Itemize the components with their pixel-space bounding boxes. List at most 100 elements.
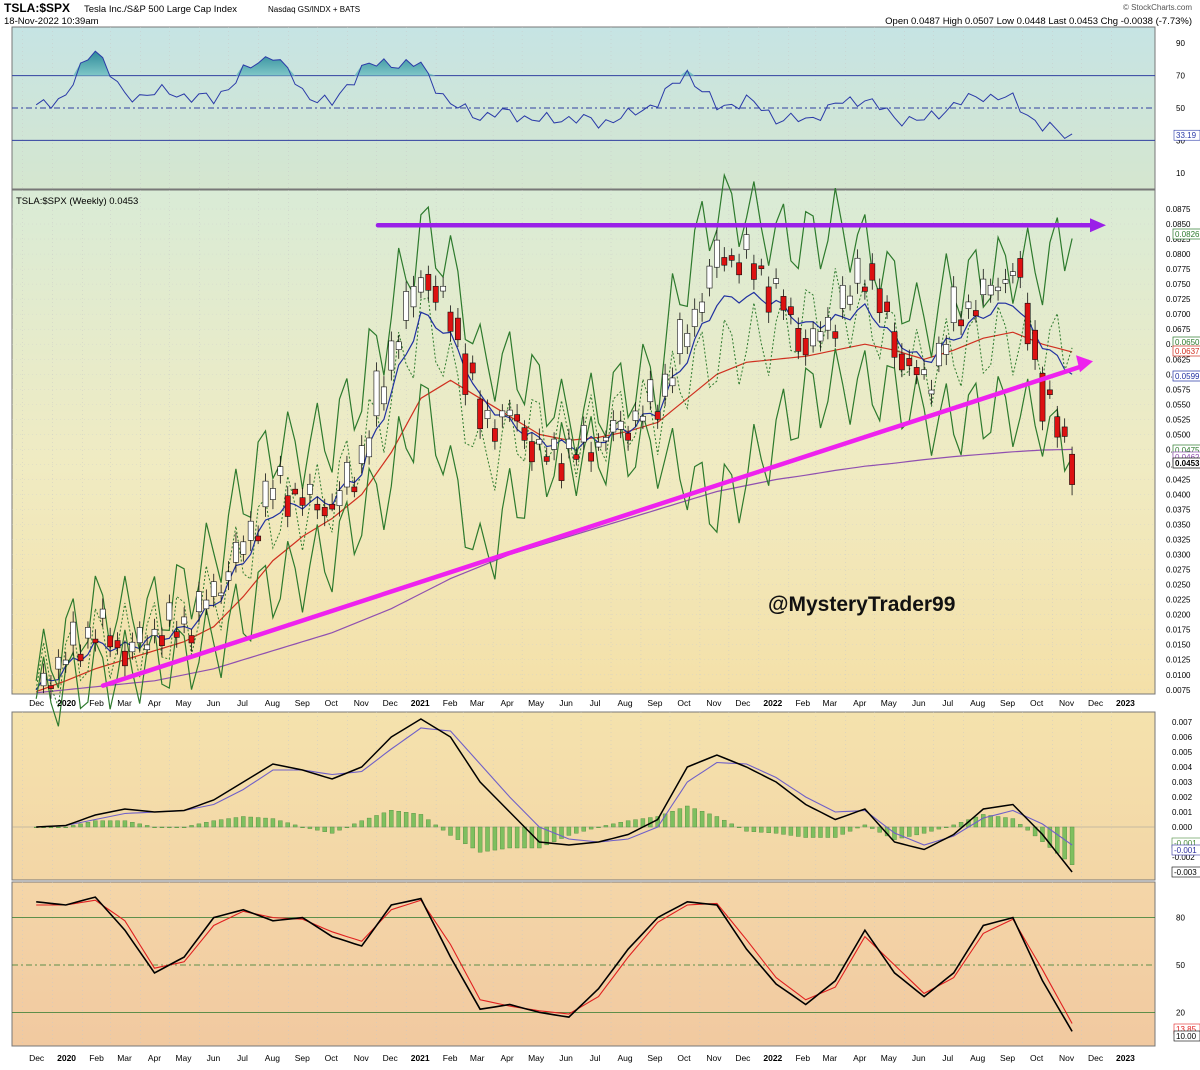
- candle-down: [573, 454, 580, 460]
- macd-histogram-bar: [433, 824, 438, 828]
- macd-histogram-bar: [736, 826, 742, 829]
- macd-histogram-bar: [411, 813, 416, 828]
- macd-y-tick: 0.005: [1172, 748, 1193, 757]
- candle-up: [484, 410, 491, 419]
- x-tick-label: Apr: [148, 1053, 161, 1063]
- price-y-tick: 0.0100: [1166, 671, 1191, 680]
- macd-histogram-bar: [218, 819, 224, 828]
- x-tick-label: Mar: [823, 698, 838, 708]
- x-tick-label: Mar: [117, 698, 132, 708]
- price-y-tick: 0.0400: [1166, 490, 1191, 499]
- macd-histogram-bar: [500, 826, 505, 850]
- x-tick-label: Aug: [617, 698, 632, 708]
- x-tick-label: Jul: [590, 1053, 601, 1063]
- candle-down: [314, 503, 321, 511]
- macd-histogram-bar: [603, 825, 609, 828]
- macd-histogram-bar: [766, 826, 771, 833]
- candle-up: [965, 301, 972, 309]
- price-y-tick: 0.0175: [1166, 626, 1191, 635]
- x-tick-label: Jul: [942, 1053, 953, 1063]
- macd-histogram-bar: [248, 816, 253, 828]
- price-y-tick: 0.0750: [1166, 280, 1191, 289]
- macd-y-tick: 0.001: [1172, 808, 1193, 817]
- rsi-y-tick: 50: [1176, 104, 1185, 113]
- macd-histogram-bar: [662, 813, 668, 828]
- candle-down: [425, 273, 432, 291]
- price-value-box: [1172, 370, 1200, 382]
- candle-up: [676, 319, 683, 354]
- x-tick-label: Feb: [443, 698, 458, 708]
- macd-histogram-bar: [241, 816, 246, 828]
- x-tick-label: 2020: [57, 1053, 76, 1063]
- candle-up: [62, 659, 69, 665]
- candle-down: [521, 427, 528, 441]
- candle-down: [188, 635, 195, 644]
- candle-down: [292, 488, 299, 495]
- candle-up: [566, 438, 572, 449]
- candle-up: [262, 480, 269, 508]
- macd-histogram-bar: [226, 818, 231, 828]
- candle-up: [344, 462, 350, 488]
- macd-histogram-bar: [1003, 817, 1008, 828]
- candle-up: [129, 641, 136, 653]
- macd-histogram-bar: [1047, 826, 1053, 848]
- candle-up: [580, 425, 587, 443]
- price-y-tick: 0.0775: [1166, 265, 1191, 274]
- candle-up: [713, 239, 720, 268]
- macd-histogram-bar: [115, 820, 120, 828]
- support-trendline-arrowhead: [1076, 355, 1093, 373]
- candle-up: [381, 386, 387, 405]
- macd-histogram-bar: [329, 826, 335, 834]
- candle-down: [1069, 453, 1075, 485]
- macd-histogram-bar: [751, 826, 757, 832]
- macd-histogram-bar: [514, 826, 520, 849]
- candle-down: [1054, 416, 1061, 438]
- candle-down: [588, 452, 595, 462]
- macd-histogram-bar: [130, 822, 135, 828]
- price-y-tick: 0.0350: [1166, 521, 1191, 530]
- x-tick-label: Apr: [853, 1053, 866, 1063]
- macd-histogram-bar: [581, 826, 586, 832]
- x-tick-label: Sep: [1000, 1053, 1015, 1063]
- x-tick-label: Sep: [295, 1053, 310, 1063]
- candle-up: [921, 369, 927, 375]
- candle-down: [48, 685, 54, 689]
- candle-down: [299, 497, 306, 506]
- candle-down: [1039, 372, 1046, 422]
- candle-down: [173, 631, 180, 638]
- macd-histogram-bar: [48, 826, 54, 829]
- x-tick-label: Jul: [237, 1053, 248, 1063]
- macd-signal-line: [36, 727, 1073, 846]
- candle-down: [284, 495, 291, 517]
- candle-down: [1024, 302, 1031, 345]
- macd-histogram-bar: [907, 826, 912, 837]
- candle-up: [277, 466, 284, 476]
- rsi-y-tick: 10: [1176, 169, 1185, 178]
- price-value-label: 0.0475: [1175, 446, 1200, 455]
- macd-histogram-bar: [914, 826, 919, 836]
- candle-down: [861, 286, 868, 292]
- candle-up: [196, 591, 202, 613]
- macd-histogram-bar: [862, 824, 868, 828]
- candle-up: [551, 438, 558, 450]
- macd-histogram-bar: [988, 815, 993, 828]
- macd-histogram-bar: [174, 826, 179, 829]
- candle-up: [388, 340, 395, 371]
- macd-histogram-bar: [396, 811, 401, 828]
- x-tick-label: Oct: [325, 698, 339, 708]
- macd-histogram-bar: [722, 819, 727, 828]
- price-y-tick: 0.0800: [1166, 250, 1191, 259]
- x-tick-label: 2021: [411, 698, 430, 708]
- price-value-box: [1172, 228, 1200, 240]
- stochastic-panel: [11, 881, 1156, 1047]
- x-tick-label: Dec: [29, 698, 45, 708]
- x-tick-label: Jul: [590, 698, 601, 708]
- candle-down: [351, 486, 358, 493]
- candle-up: [166, 602, 173, 621]
- price-y-tick: 0.0875: [1166, 205, 1191, 214]
- candle-up: [218, 592, 225, 596]
- candle-up: [181, 616, 188, 625]
- macd-histogram-bar: [152, 826, 157, 829]
- macd-histogram-bar: [618, 822, 623, 828]
- macd-panel: [11, 711, 1156, 881]
